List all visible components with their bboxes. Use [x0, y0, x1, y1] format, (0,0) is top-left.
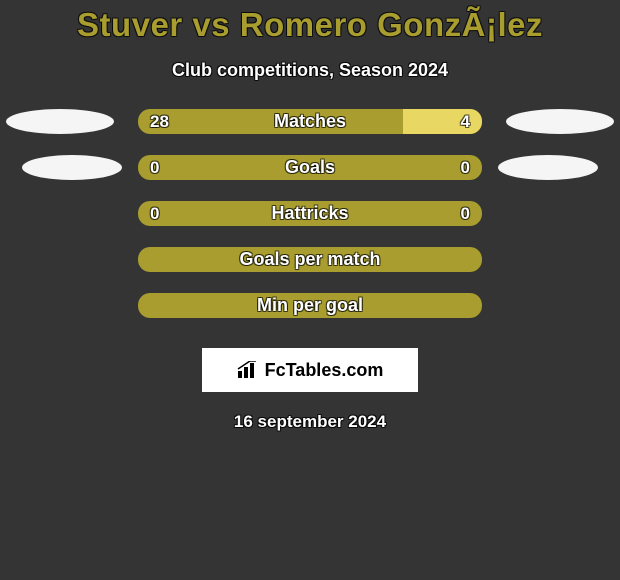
stat-bar-label: Goals per match: [138, 247, 482, 272]
stat-bar-label: Matches: [138, 109, 482, 134]
player-left-col: [0, 109, 120, 318]
stat-bar: Hattricks0 0: [138, 201, 482, 226]
player-left-ellipse: [22, 155, 122, 180]
stat-bar-right-value: 0: [461, 201, 470, 226]
player-right-col: [500, 109, 620, 318]
player-right-ellipse: [506, 109, 614, 134]
stat-bar-left-value: 0: [150, 155, 159, 180]
stat-bar-right-value: 4: [461, 109, 470, 134]
bars-col: Matches284Goals00Hattricks00Goals per ma…: [138, 109, 482, 318]
stat-bar: Matches28 4: [138, 109, 482, 134]
stat-bar: Min per goal: [138, 293, 482, 318]
stat-bar: Goals per match: [138, 247, 482, 272]
player-right-ellipse: [498, 155, 598, 180]
stat-bar-left-value: 28: [150, 109, 169, 134]
page-title: Stuver vs Romero GonzÃ¡lez: [0, 0, 620, 44]
bars-chart-icon: [237, 361, 259, 379]
stat-bar-label: Goals: [138, 155, 482, 180]
stat-bar-label: Hattricks: [138, 201, 482, 226]
player-left-ellipse: [6, 109, 114, 134]
comparison-area: Matches284Goals00Hattricks00Goals per ma…: [0, 81, 620, 318]
stat-bar: Goals0 0: [138, 155, 482, 180]
stat-bar-left-value: 0: [150, 201, 159, 226]
subtitle: Club competitions, Season 2024: [0, 60, 620, 81]
date-text: 16 september 2024: [0, 412, 620, 432]
fctables-badge-text: FcTables.com: [265, 360, 384, 381]
stat-bar-label: Min per goal: [138, 293, 482, 318]
stat-bar-right-value: 0: [461, 155, 470, 180]
fctables-badge: FcTables.com: [202, 348, 418, 392]
